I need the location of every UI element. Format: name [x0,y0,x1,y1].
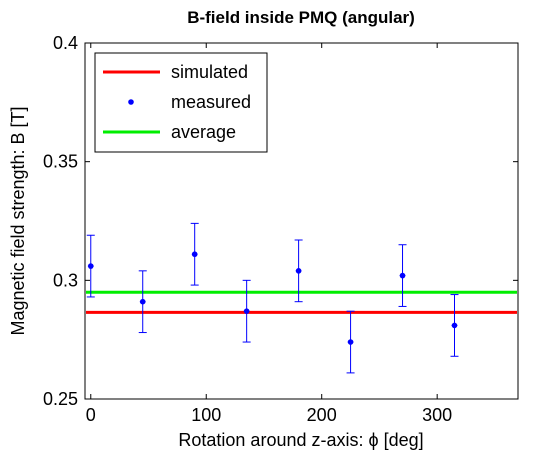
series-lines [86,290,517,314]
data-point [451,322,458,329]
data-point [243,308,250,314]
y-axis-label: Magnetic field strength: B [T] [8,106,28,335]
data-point [295,268,302,274]
axis-ticks: 0 100 200 300 0.25 0.3 0.35 0.4 [43,33,518,425]
legend-label-measured: measured [171,92,251,112]
legend-box [94,52,268,153]
data-point [191,251,198,258]
x-tick-label: 200 [307,405,337,425]
x-tick-label: 0 [86,405,96,425]
data-point [347,339,354,345]
x-tick-label: 100 [191,405,221,425]
legend-label-average: average [171,122,236,142]
data-point [87,263,94,269]
x-tick-label: 300 [422,405,452,425]
data-point [399,272,406,279]
legend-label-simulated: simulated [171,62,248,82]
legend-swatch-measured [128,99,134,105]
chart-title: B-field inside PMQ (angular) [187,8,415,27]
data-point [139,298,146,305]
series-points [86,222,459,374]
y-tick-label: 0.3 [53,270,78,290]
plot-frame [84,42,519,400]
y-tick-label: 0.35 [43,152,78,172]
y-tick-label: 0.4 [53,33,78,53]
y-tick-label: 0.25 [43,389,78,409]
legend: simulated measured average [94,52,268,153]
x-axis-label: Rotation around z-axis: ϕ [deg] [178,430,423,450]
